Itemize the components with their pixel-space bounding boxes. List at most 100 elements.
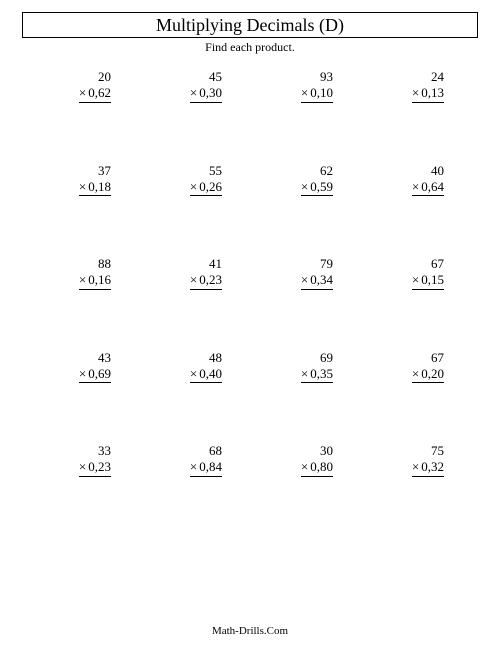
problem: 30×0,80 — [250, 443, 361, 477]
multiplier: 0,16 — [88, 272, 111, 287]
multiplier: 0,64 — [421, 179, 444, 194]
multiplier: 0,35 — [310, 366, 333, 381]
multiplier-row: ×0,84 — [190, 459, 222, 476]
multiply-symbol: × — [190, 272, 197, 287]
problem: 55×0,26 — [139, 163, 250, 197]
problem: 93×0,10 — [250, 69, 361, 103]
multiplier-row: ×0,16 — [79, 272, 111, 289]
multiplier-row: ×0,23 — [190, 272, 222, 289]
multiplier-row: ×0,20 — [412, 366, 444, 383]
multiplier-row: ×0,18 — [79, 179, 111, 196]
problem: 88×0,16 — [28, 256, 139, 290]
multiplier: 0,69 — [88, 366, 111, 381]
multiplier-row: ×0,40 — [190, 366, 222, 383]
multiplier-row: ×0,32 — [412, 459, 444, 476]
multiplier: 0,32 — [421, 459, 444, 474]
multiplicand: 24 — [431, 69, 444, 85]
multiply-symbol: × — [190, 459, 197, 474]
multiply-symbol: × — [412, 179, 419, 194]
multiplicand: 88 — [98, 256, 111, 272]
multiplicand: 48 — [209, 350, 222, 366]
problems-grid: 20×0,6245×0,3093×0,1024×0,1337×0,1855×0,… — [22, 69, 478, 477]
multiply-symbol: × — [190, 85, 197, 100]
page-subtitle: Find each product. — [22, 40, 478, 55]
multiplier-row: ×0,13 — [412, 85, 444, 102]
multiplicand: 55 — [209, 163, 222, 179]
problem: 40×0,64 — [361, 163, 472, 197]
multiply-symbol: × — [412, 366, 419, 381]
multiplier-row: ×0,64 — [412, 179, 444, 196]
problem: 41×0,23 — [139, 256, 250, 290]
multiply-symbol: × — [190, 179, 197, 194]
problem: 20×0,62 — [28, 69, 139, 103]
multiplier: 0,62 — [88, 85, 111, 100]
page-title: Multiplying Decimals (D) — [156, 15, 344, 35]
title-box: Multiplying Decimals (D) — [22, 12, 478, 38]
multiplicand: 75 — [431, 443, 444, 459]
multiply-symbol: × — [79, 459, 86, 474]
problem: 43×0,69 — [28, 350, 139, 384]
problem: 24×0,13 — [361, 69, 472, 103]
problem: 68×0,84 — [139, 443, 250, 477]
problem: 79×0,34 — [250, 256, 361, 290]
problem: 67×0,20 — [361, 350, 472, 384]
multiplier: 0,23 — [199, 272, 222, 287]
problem: 75×0,32 — [361, 443, 472, 477]
page-footer: Math-Drills.Com — [0, 625, 500, 637]
multiply-symbol: × — [301, 85, 308, 100]
multiplier-row: ×0,35 — [301, 366, 333, 383]
multiply-symbol: × — [301, 272, 308, 287]
problem: 62×0,59 — [250, 163, 361, 197]
multiplier-row: ×0,26 — [190, 179, 222, 196]
multiplicand: 69 — [320, 350, 333, 366]
multiply-symbol: × — [79, 179, 86, 194]
multiplicand: 20 — [98, 69, 111, 85]
multiplier-row: ×0,15 — [412, 272, 444, 289]
multiplier: 0,13 — [421, 85, 444, 100]
multiplier: 0,59 — [310, 179, 333, 194]
problem: 37×0,18 — [28, 163, 139, 197]
multiplier-row: ×0,30 — [190, 85, 222, 102]
multiplier-row: ×0,80 — [301, 459, 333, 476]
multiplier-row: ×0,62 — [79, 85, 111, 102]
problem: 45×0,30 — [139, 69, 250, 103]
worksheet-page: Multiplying Decimals (D) Find each produ… — [0, 0, 500, 647]
multiplier: 0,34 — [310, 272, 333, 287]
multiplier: 0,15 — [421, 272, 444, 287]
multiplier-row: ×0,69 — [79, 366, 111, 383]
multiplier: 0,10 — [310, 85, 333, 100]
multiplier: 0,84 — [199, 459, 222, 474]
multiplicand: 79 — [320, 256, 333, 272]
multiplicand: 67 — [431, 350, 444, 366]
multiplicand: 68 — [209, 443, 222, 459]
multiplier-row: ×0,10 — [301, 85, 333, 102]
multiply-symbol: × — [301, 459, 308, 474]
multiplicand: 62 — [320, 163, 333, 179]
multiply-symbol: × — [79, 272, 86, 287]
multiplicand: 33 — [98, 443, 111, 459]
multiply-symbol: × — [412, 459, 419, 474]
multiplicand: 43 — [98, 350, 111, 366]
multiplicand: 30 — [320, 443, 333, 459]
problem: 67×0,15 — [361, 256, 472, 290]
multiply-symbol: × — [79, 366, 86, 381]
multiplier-row: ×0,59 — [301, 179, 333, 196]
multiplicand: 37 — [98, 163, 111, 179]
multiplier-row: ×0,23 — [79, 459, 111, 476]
problem: 33×0,23 — [28, 443, 139, 477]
problem: 69×0,35 — [250, 350, 361, 384]
problem: 48×0,40 — [139, 350, 250, 384]
multiplier: 0,26 — [199, 179, 222, 194]
multiplier-row: ×0,34 — [301, 272, 333, 289]
multiplier: 0,18 — [88, 179, 111, 194]
multiply-symbol: × — [412, 85, 419, 100]
multiplier: 0,80 — [310, 459, 333, 474]
multiply-symbol: × — [412, 272, 419, 287]
multiplier: 0,40 — [199, 366, 222, 381]
multiply-symbol: × — [190, 366, 197, 381]
multiplicand: 93 — [320, 69, 333, 85]
multiply-symbol: × — [301, 366, 308, 381]
multiplicand: 41 — [209, 256, 222, 272]
multiplier: 0,23 — [88, 459, 111, 474]
multiplicand: 67 — [431, 256, 444, 272]
